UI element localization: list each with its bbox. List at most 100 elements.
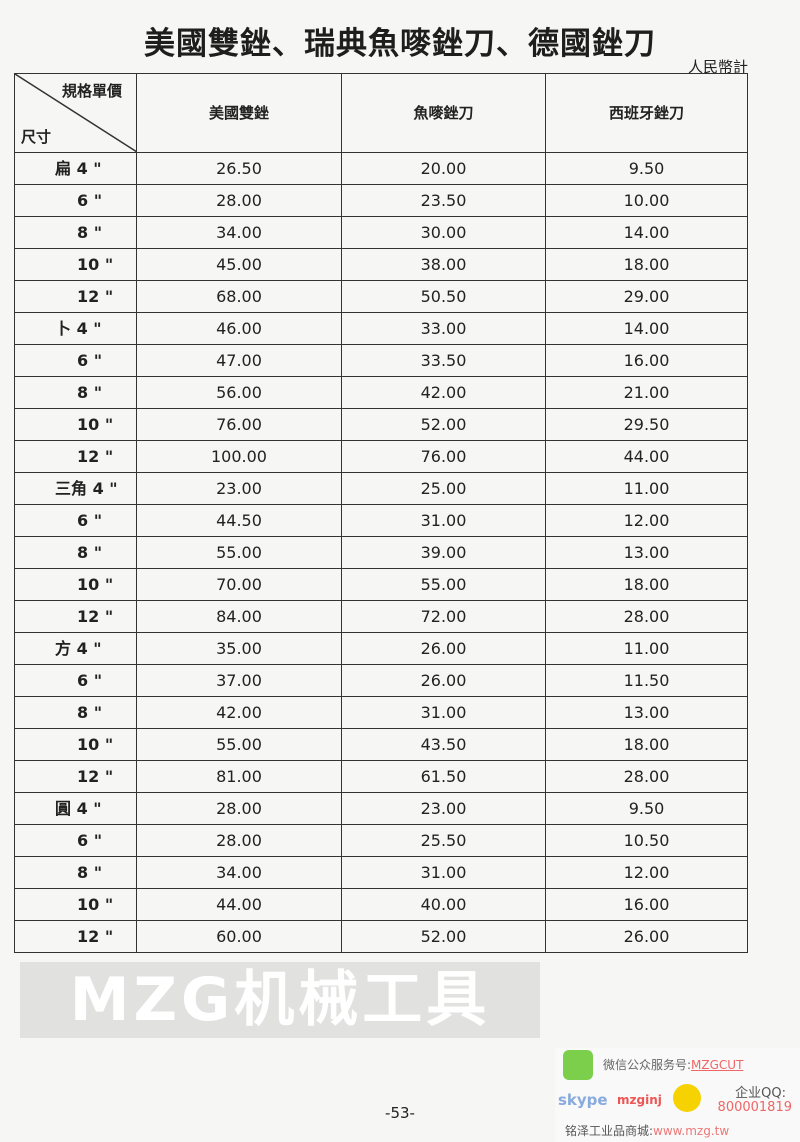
table-row: 卜 4 " 46.00 33.00 14.00 xyxy=(14,312,748,345)
table-row: 12 " 60.00 52.00 26.00 xyxy=(14,920,748,953)
price-cell: 11.00 xyxy=(545,472,748,505)
price-cell: 100.00 xyxy=(136,440,342,473)
column-header: 魚嘜銼刀 xyxy=(341,73,546,153)
table-row: 8 " 56.00 42.00 21.00 xyxy=(14,376,748,409)
price-cell: 52.00 xyxy=(341,408,546,441)
price-cell: 76.00 xyxy=(341,440,546,473)
table-row: 12 " 100.00 76.00 44.00 xyxy=(14,440,748,473)
price-cell: 18.00 xyxy=(545,728,748,761)
price-cell: 55.00 xyxy=(136,728,342,761)
price-cell: 81.00 xyxy=(136,760,342,793)
price-cell: 18.00 xyxy=(545,568,748,601)
price-cell: 11.00 xyxy=(545,632,748,665)
price-cell: 44.00 xyxy=(545,440,748,473)
price-cell: 31.00 xyxy=(341,696,546,729)
qq-label: 企业QQ: xyxy=(735,1086,786,1101)
size-cell: 6 " xyxy=(14,824,137,857)
qq-icon xyxy=(673,1084,701,1112)
column-header: 美國雙銼 xyxy=(136,73,342,153)
price-cell: 42.00 xyxy=(136,696,342,729)
price-cell: 43.50 xyxy=(341,728,546,761)
price-cell: 10.50 xyxy=(545,824,748,857)
price-cell: 28.00 xyxy=(136,792,342,825)
promo-watermark: 微信公众服务号:MZGCUT skype mzginj 企业QQ: 800001… xyxy=(555,1048,800,1142)
size-cell: 8 " xyxy=(14,376,137,409)
size-cell: 卜 4 " xyxy=(14,312,137,345)
table-row: 12 " 68.00 50.50 29.00 xyxy=(14,280,748,313)
price-cell: 70.00 xyxy=(136,568,342,601)
spec-price-label: 規格單價 xyxy=(61,82,122,100)
corner-header-cell: 規格單價 尺寸 xyxy=(14,73,137,153)
table-row: 扁 4 " 26.50 20.00 9.50 xyxy=(14,152,748,185)
price-cell: 23.00 xyxy=(136,472,342,505)
price-cell: 16.00 xyxy=(545,344,748,377)
price-cell: 20.00 xyxy=(341,152,546,185)
price-cell: 12.00 xyxy=(545,504,748,537)
skype-id: mzginj xyxy=(617,1093,662,1107)
shop-url: www.mzg.tw xyxy=(653,1124,730,1138)
size-cell: 10 " xyxy=(14,408,137,441)
price-cell: 40.00 xyxy=(341,888,546,921)
price-cell: 50.50 xyxy=(341,280,546,313)
table-row: 6 " 47.00 33.50 16.00 xyxy=(14,344,748,377)
price-cell: 14.00 xyxy=(545,312,748,345)
size-cell: 12 " xyxy=(14,440,137,473)
price-cell: 26.00 xyxy=(341,632,546,665)
size-cell: 10 " xyxy=(14,728,137,761)
price-table: 規格單價 尺寸 美國雙銼 魚嘜銼刀 西班牙銼刀 扁 4 " 26.50 20.00 9… xyxy=(14,73,748,953)
price-cell: 60.00 xyxy=(136,920,342,953)
table-row: 6 " 37.00 26.00 11.50 xyxy=(14,664,748,697)
size-cell: 6 " xyxy=(14,664,137,697)
size-label: 尺寸 xyxy=(21,128,52,146)
page-title: 美國雙銼、瑞典魚嘜銼刀、德國銼刀 xyxy=(144,26,656,62)
price-cell: 28.00 xyxy=(136,824,342,857)
price-cell: 23.00 xyxy=(341,792,546,825)
price-cell: 9.50 xyxy=(545,152,748,185)
wechat-id: MZGCUT xyxy=(691,1058,744,1072)
price-cell: 44.50 xyxy=(136,504,342,537)
price-cell: 39.00 xyxy=(341,536,546,569)
price-cell: 38.00 xyxy=(341,248,546,281)
size-cell: 12 " xyxy=(14,760,137,793)
size-cell: 扁 4 " xyxy=(14,152,137,185)
price-cell: 34.00 xyxy=(136,216,342,249)
price-cell: 23.50 xyxy=(341,184,546,217)
currency-note: 人民幣計 xyxy=(687,58,748,76)
price-cell: 9.50 xyxy=(545,792,748,825)
price-cell: 52.00 xyxy=(341,920,546,953)
price-cell: 25.00 xyxy=(341,472,546,505)
price-cell: 72.00 xyxy=(341,600,546,633)
price-cell: 14.00 xyxy=(545,216,748,249)
table-row: 10 " 45.00 38.00 18.00 xyxy=(14,248,748,281)
price-cell: 46.00 xyxy=(136,312,342,345)
price-cell: 25.50 xyxy=(341,824,546,857)
table-row: 6 " 28.00 23.50 10.00 xyxy=(14,184,748,217)
price-cell: 21.00 xyxy=(545,376,748,409)
table-header-row: 規格單價 尺寸 美國雙銼 魚嘜銼刀 西班牙銼刀 xyxy=(14,73,748,153)
table-row: 8 " 34.00 31.00 12.00 xyxy=(14,856,748,889)
watermark: MZG机械工具 xyxy=(20,962,540,1038)
table-row: 10 " 55.00 43.50 18.00 xyxy=(14,728,748,761)
price-cell: 84.00 xyxy=(136,600,342,633)
price-cell: 45.00 xyxy=(136,248,342,281)
price-cell: 33.00 xyxy=(341,312,546,345)
price-cell: 16.00 xyxy=(545,888,748,921)
price-cell: 37.00 xyxy=(136,664,342,697)
price-cell: 12.00 xyxy=(545,856,748,889)
price-cell: 61.50 xyxy=(341,760,546,793)
price-cell: 29.00 xyxy=(545,280,748,313)
price-cell: 35.00 xyxy=(136,632,342,665)
size-cell: 圓 4 " xyxy=(14,792,137,825)
size-cell: 6 " xyxy=(14,184,137,217)
table-row: 10 " 44.00 40.00 16.00 xyxy=(14,888,748,921)
price-cell: 34.00 xyxy=(136,856,342,889)
price-cell: 33.50 xyxy=(341,344,546,377)
price-cell: 47.00 xyxy=(136,344,342,377)
shop-label: 铭泽工业品商城: xyxy=(565,1124,654,1138)
price-cell: 31.00 xyxy=(341,856,546,889)
skype-icon: skype xyxy=(558,1091,608,1109)
size-cell: 10 " xyxy=(14,568,137,601)
price-cell: 44.00 xyxy=(136,888,342,921)
size-cell: 10 " xyxy=(14,248,137,281)
table-row: 10 " 76.00 52.00 29.50 xyxy=(14,408,748,441)
